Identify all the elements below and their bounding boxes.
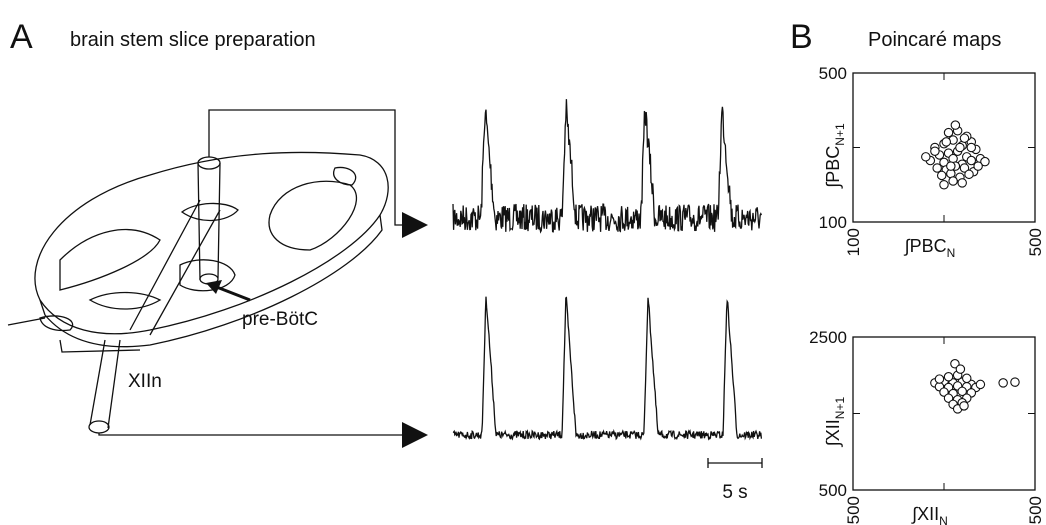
y-axis-label: ∫PBCN+1 [823, 123, 847, 190]
scatter-point [941, 137, 952, 147]
scatter-point [973, 161, 983, 171]
scatter-point [955, 364, 966, 374]
scatter-point [964, 169, 974, 180]
scatter-point [998, 378, 1008, 388]
xii-trace [452, 296, 763, 441]
x-tick-label: 500 [844, 496, 863, 524]
scatter-point [966, 155, 977, 166]
plot-frame [852, 336, 1036, 491]
scatter-point [957, 178, 967, 188]
scatter-point [943, 372, 954, 382]
y-tick-label: 500 [819, 64, 847, 83]
scatter-point [955, 142, 965, 153]
panel-title: Poincaré maps [868, 29, 1001, 51]
scatter-point [950, 120, 961, 130]
x-axis-label-main: ∫PBC [903, 236, 947, 256]
x-tick-label: 2500 [1026, 496, 1045, 525]
scatter-point [980, 156, 990, 167]
scatter-point [957, 386, 967, 397]
y-axis-label-sub: N+1 [833, 397, 847, 420]
scatter-point [959, 401, 969, 411]
scatter-point [939, 180, 949, 190]
y-axis-label-main: ∫PBC [823, 146, 843, 190]
panel-label: A [10, 18, 33, 56]
x-tick-label: 100 [844, 228, 863, 256]
panel-label: B [790, 18, 813, 56]
nerve-label: XIIn [128, 371, 162, 392]
y-axis-label-main: ∫XII [823, 419, 843, 448]
y-tick-label: 500 [819, 481, 847, 500]
x-axis-label: ∫PBCN [903, 236, 956, 260]
scatter-point [966, 142, 977, 153]
x-tick-label: 500 [1026, 228, 1045, 256]
y-axis-label: ∫XIIN+1 [823, 397, 847, 449]
scatter-point [934, 374, 945, 384]
scatter-point [961, 373, 972, 384]
scatter-point [921, 152, 931, 162]
panel-title: brain stem slice preparation [70, 29, 316, 51]
scatter-point [959, 133, 970, 143]
scatter-point [946, 161, 956, 171]
region-label: pre-BötC [242, 309, 318, 330]
x-axis-label: ∫XIIN [910, 504, 948, 525]
pbc-trace [452, 99, 762, 234]
x-axis-label-sub: N [939, 514, 948, 525]
scale-bar-label: 5 s [722, 482, 747, 503]
scatter-point [932, 163, 942, 173]
y-tick-label: 2500 [809, 328, 847, 347]
scatter-point [959, 163, 970, 173]
scatter-point [936, 170, 947, 181]
x-axis-label-main: ∫XII [910, 504, 939, 524]
slice-drawing [7, 109, 763, 468]
y-axis-label-sub: N+1 [833, 123, 847, 146]
scatter-point [1010, 377, 1020, 387]
y-tick-label: 100 [819, 213, 847, 232]
x-axis-label-sub: N [947, 246, 956, 260]
scatter-point [975, 379, 986, 390]
scatter-point [948, 176, 958, 186]
scatter-point [943, 127, 954, 138]
scatter-point [930, 146, 940, 156]
